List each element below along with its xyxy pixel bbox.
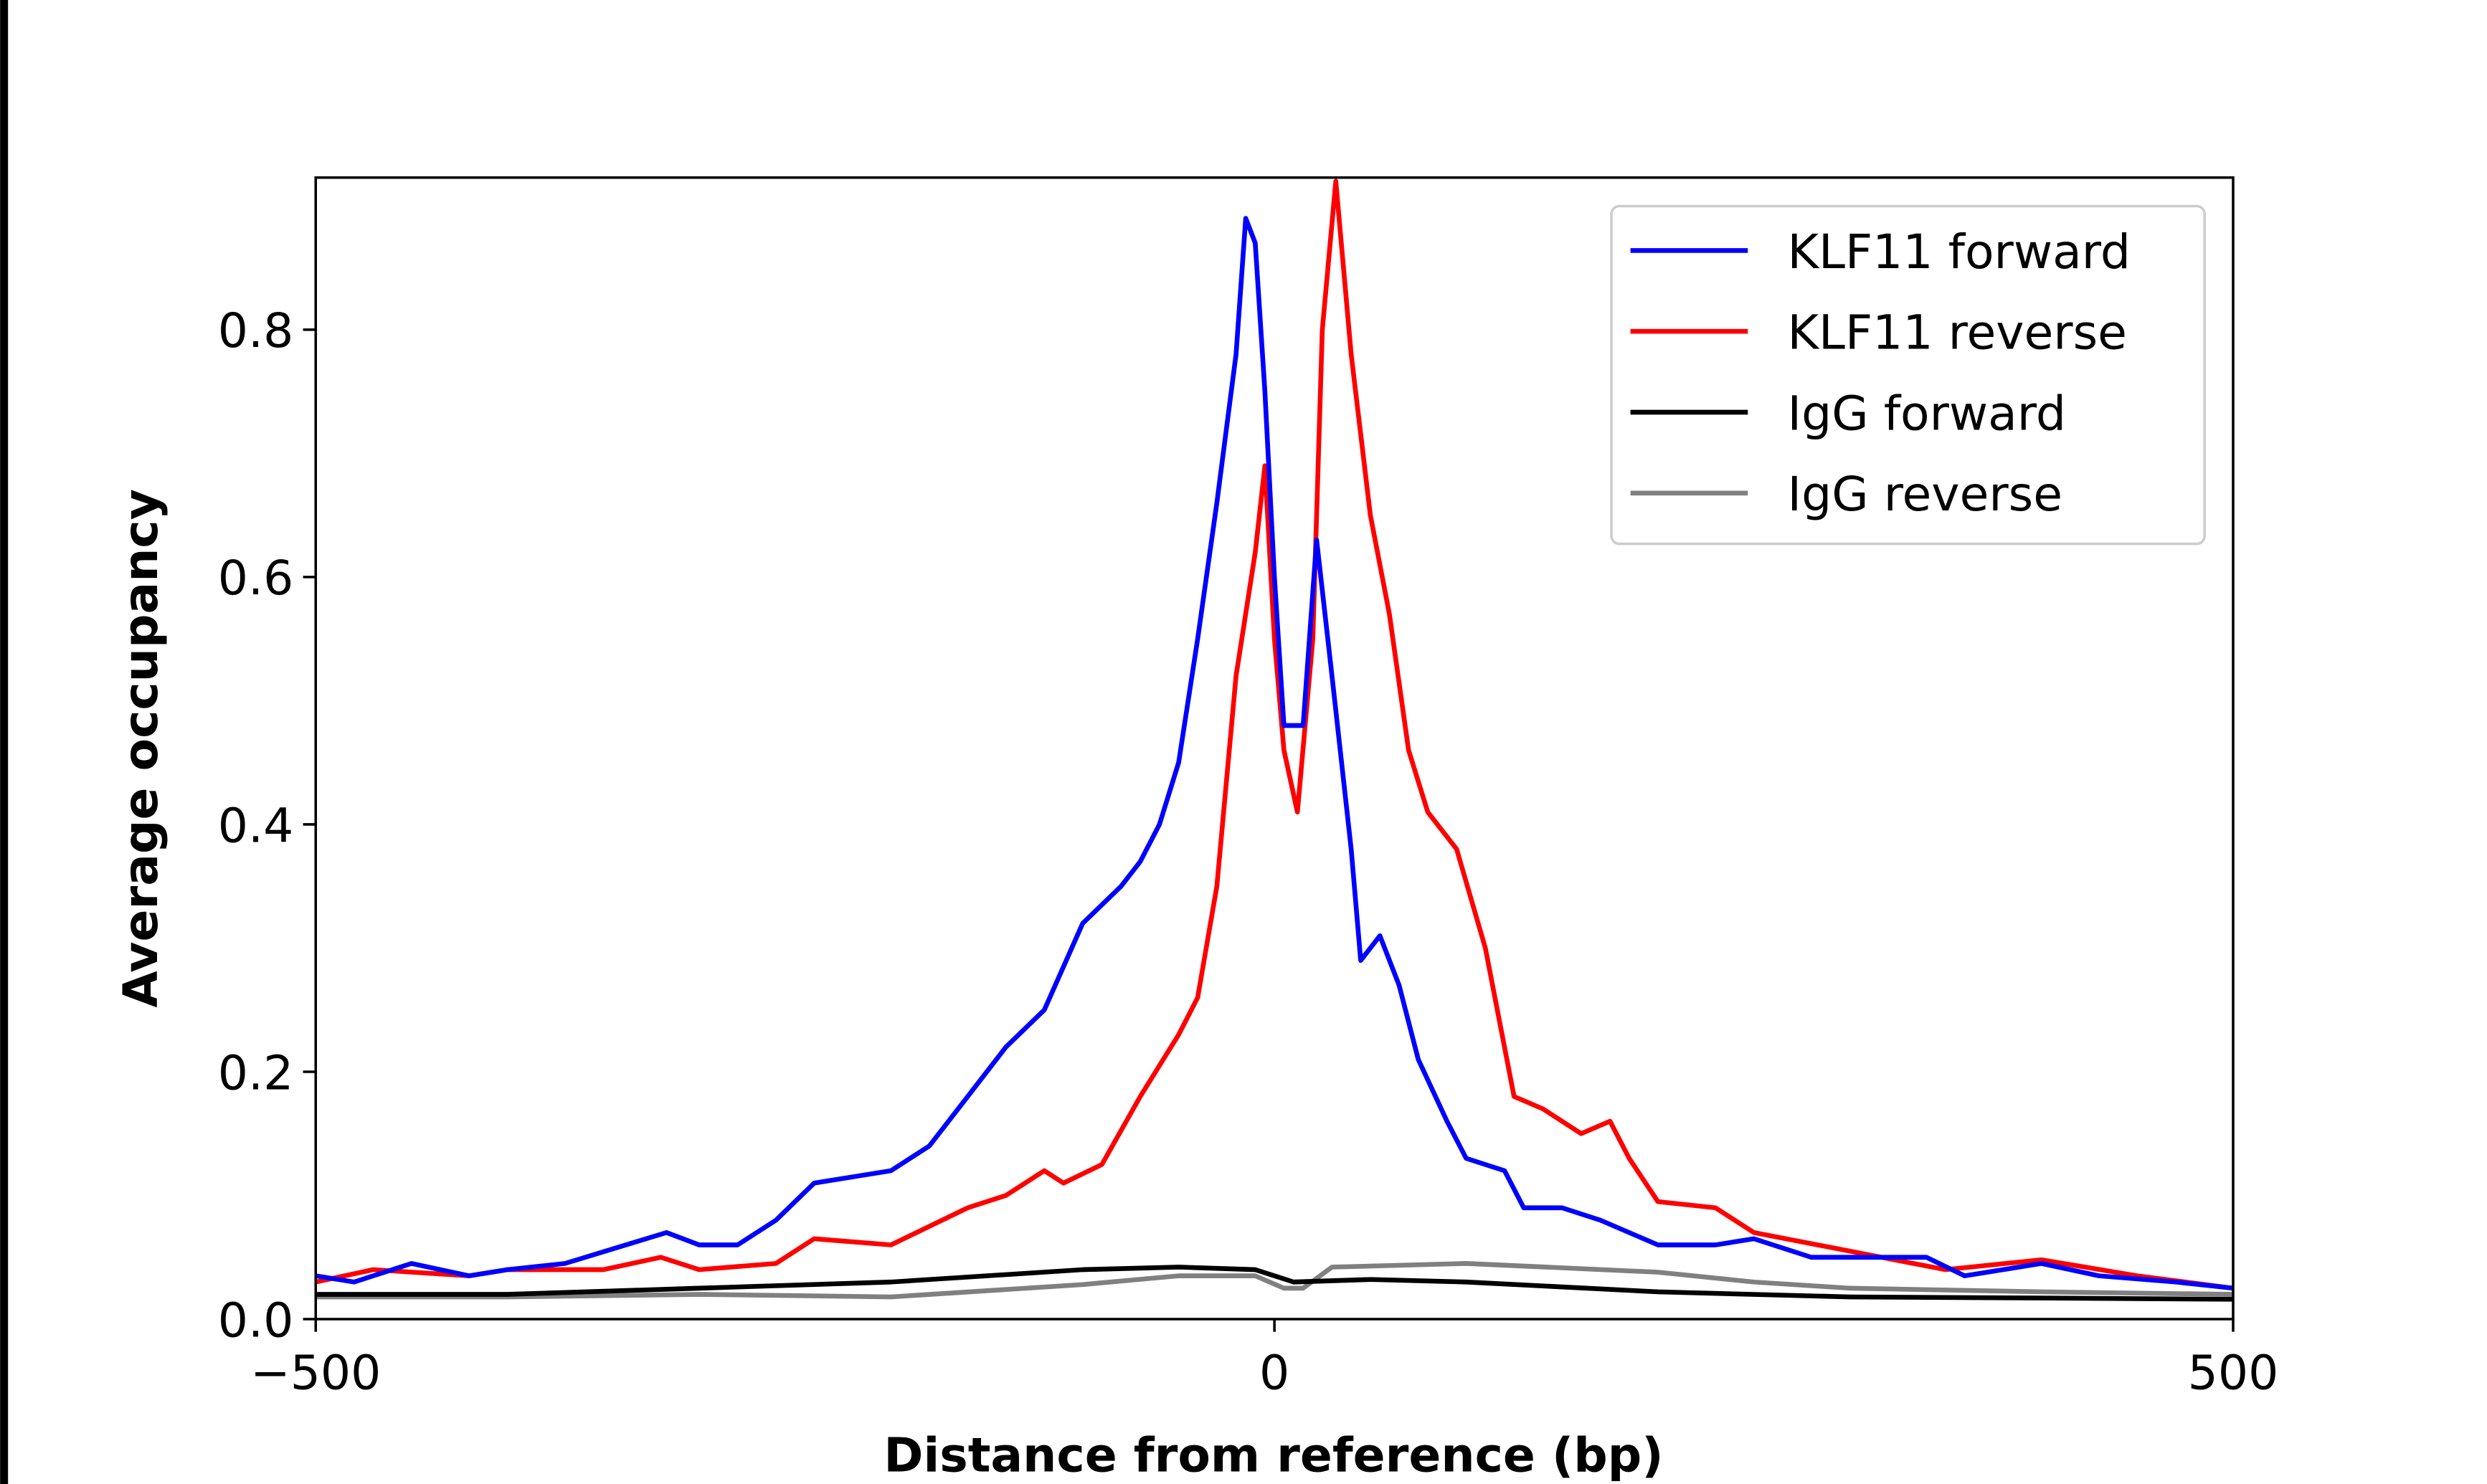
x-tick-label: −500 [250,1344,381,1400]
y-tick-label: 0.0 [218,1292,293,1348]
legend-box [1610,204,2206,546]
legend-label: IgG forward [1788,385,2066,441]
y-tick-label: 0.2 [218,1045,293,1100]
y-tick-label: 0.8 [218,303,293,358]
series-line-klf11-forward [315,216,2234,1291]
y-tick-label: 0.4 [218,797,293,853]
legend-label: IgG reverse [1788,466,2062,522]
series-layer [315,179,2234,1302]
legend-label: KLF11 forward [1788,224,2131,280]
x-axis: −500 0 500 [250,1319,2278,1400]
series-line-igg-forward [316,1265,2234,1302]
x-tick-label: 500 [2188,1344,2279,1400]
left-edge-bar [0,0,9,1484]
legend: KLF11 forward KLF11 reverse IgG forward IgG… [1610,204,2206,546]
x-axis-label: Distance from reference (bp) [884,1427,1663,1483]
series-line-klf11-reverse [315,179,2234,1291]
legend-label: KLF11 reverse [1788,305,2127,361]
y-axis-label: Average occupancy [113,489,169,1008]
series-line-igg-reverse [316,1261,2234,1300]
y-tick-label: 0.6 [218,550,293,606]
x-tick-label: 0 [1259,1344,1289,1400]
y-axis: 0.0 0.2 0.4 0.6 0.8 [218,303,316,1348]
